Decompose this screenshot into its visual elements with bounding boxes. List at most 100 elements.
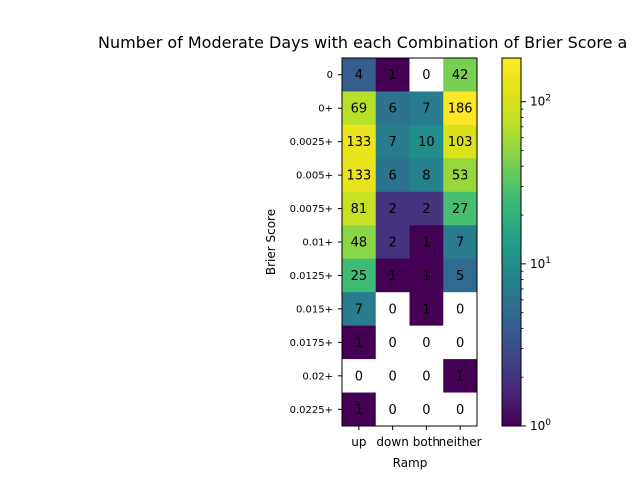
heatmap-cell [443, 359, 478, 393]
cell-value-label: 0 [388, 302, 396, 317]
cell-value-label: 1 [355, 336, 363, 351]
chart-title: Number of Moderate Days with each Combin… [98, 33, 628, 52]
cell-value-label: 6 [388, 169, 396, 184]
heatmap-cell [342, 158, 377, 193]
cell-value-label: 133 [346, 135, 371, 150]
cell-value-label: 69 [351, 102, 368, 117]
heatmap-cell [409, 158, 444, 193]
heatmap-cell [443, 58, 478, 92]
heatmap-cell [342, 292, 377, 327]
heatmap-cell [409, 258, 444, 293]
heatmap-cell [443, 325, 478, 360]
cell-value-label: 0 [456, 403, 464, 418]
cell-value-label: 0 [388, 369, 396, 384]
heatmap-cell [409, 292, 444, 327]
cell-value-label: 0 [456, 302, 464, 317]
y-tick-label: 0.0225+ [290, 405, 333, 416]
heatmap-cell [375, 158, 410, 193]
cell-value-label: 0 [355, 369, 363, 384]
x-tick-label: neither [439, 435, 482, 449]
cell-value-label: 2 [388, 202, 396, 217]
colorbar-ticks: 100 101 102 [521, 94, 551, 433]
heatmap-cell [375, 124, 410, 159]
heatmap-cell [375, 392, 410, 427]
y-axis: 0 0+ 0.0025+ 0.005+ 0.0075+ 0.01+ 0.0125+ 0.015… [290, 70, 342, 416]
cell-value-label: 0 [422, 369, 430, 384]
cell-value-label: 6 [388, 102, 396, 117]
cell-value-label: 133 [346, 169, 371, 184]
heatmap-cell [409, 91, 444, 126]
cell-value-label: 25 [351, 269, 368, 284]
heatmap-cell [342, 91, 377, 126]
y-tick-label: 0 [327, 70, 333, 81]
heatmap-cell [375, 359, 410, 393]
cell-value-label: 7 [355, 302, 363, 317]
heatmap-cell [342, 225, 377, 260]
y-tick-label: 0.0175+ [290, 338, 333, 349]
heatmap-cell [409, 359, 444, 393]
colorbar-tick-label: 101 [530, 256, 551, 271]
heatmap-cell [375, 258, 410, 293]
x-axis-label: Ramp [393, 456, 428, 470]
heatmap-cell [443, 292, 478, 327]
heatmap-cell [375, 191, 410, 226]
cell-value-label: 2 [422, 202, 430, 217]
cell-value-label: 27 [452, 202, 469, 217]
colorbar [501, 57, 522, 427]
heatmap-cell [375, 91, 410, 126]
cell-value-label: 0 [388, 336, 396, 351]
cell-value-label: 0 [388, 403, 396, 418]
cell-value-label: 7 [422, 102, 430, 117]
heatmap-cell [375, 325, 410, 360]
x-tick-label: down [376, 435, 408, 449]
cell-value-label: 1 [422, 269, 430, 284]
heatmap-cell [375, 225, 410, 260]
heatmap-cell [443, 91, 478, 126]
cell-value-label: 8 [422, 169, 430, 184]
cell-value-label: 7 [456, 236, 464, 251]
cell-value-label: 103 [448, 135, 473, 150]
heatmap-cell [342, 124, 377, 159]
cell-value-label: 4 [355, 68, 363, 83]
heatmap-cell [409, 124, 444, 159]
heatmap-cell [443, 392, 478, 427]
heatmap-cell [409, 58, 444, 92]
heatmap-cell [342, 325, 377, 360]
colorbar-tick-label: 100 [530, 418, 551, 433]
cell-value-label: 2 [388, 236, 396, 251]
heatmap-cell [342, 392, 377, 427]
y-tick-label: 0.0125+ [290, 271, 333, 282]
heatmap-cell [409, 225, 444, 260]
cell-value-label: 53 [452, 169, 469, 184]
heatmap-cell [443, 191, 478, 226]
y-tick-label: 0.01+ [302, 238, 333, 249]
y-tick-label: 0.005+ [296, 171, 333, 182]
cell-value-label: 48 [351, 236, 368, 251]
cell-value-label: 1 [388, 269, 396, 284]
cell-value-label: 10 [418, 135, 435, 150]
heatmap-cell [409, 392, 444, 427]
heatmap-cell [375, 58, 410, 92]
x-tick-label: up [351, 435, 366, 449]
cell-value-label: 42 [452, 68, 469, 83]
heatmap-cell [443, 158, 478, 193]
heatmap-cell [342, 359, 377, 393]
y-tick-label: 0.015+ [296, 304, 333, 315]
heatmap-cell [443, 258, 478, 293]
heatmap-cell [443, 225, 478, 260]
cell-value-label: 0 [422, 403, 430, 418]
cell-value-label: 1 [388, 68, 396, 83]
colorbar-tick-label: 102 [530, 94, 551, 109]
cell-value-label: 1 [355, 403, 363, 418]
cell-value-label: 186 [448, 102, 473, 117]
heatmap-cell [443, 124, 478, 159]
x-tick-label: both [413, 435, 440, 449]
heatmap-cell [375, 292, 410, 327]
cell-value-label: 1 [456, 369, 464, 384]
y-tick-label: 0.02+ [302, 371, 333, 382]
cell-value-label: 1 [422, 302, 430, 317]
cell-value-label: 7 [388, 135, 396, 150]
heatmap-cell [342, 258, 377, 293]
